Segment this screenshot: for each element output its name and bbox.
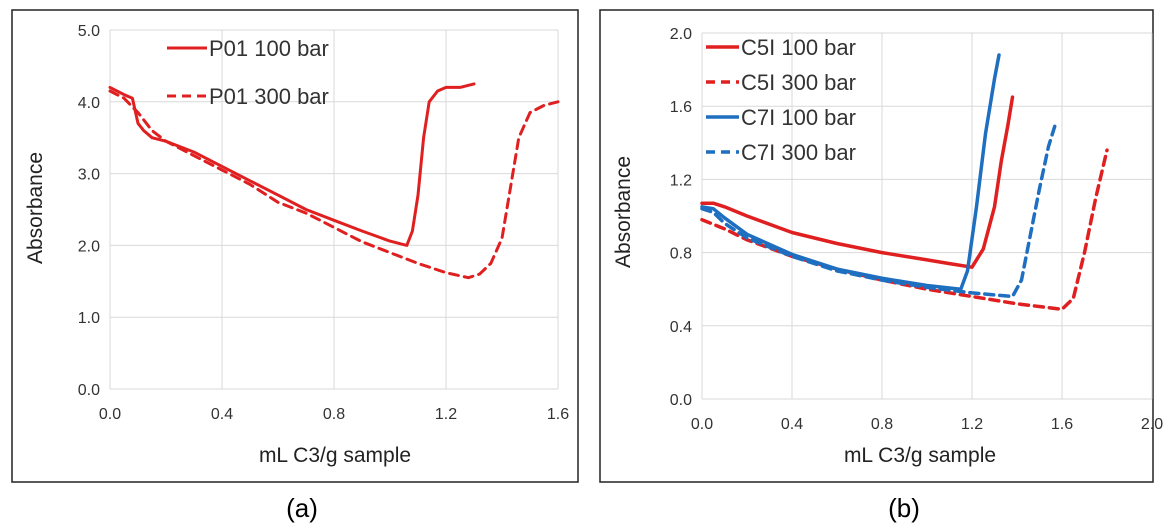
y-tick-label: 3.0 bbox=[78, 167, 100, 184]
panel-b-caption: (b) bbox=[888, 493, 920, 523]
series-line-c7i-100-bar bbox=[700, 53, 1001, 291]
panel-b-legend: C5I 100 bar C5I 300 bar C7I 100 bar C7I 300… bbox=[706, 35, 856, 165]
panel-a-series bbox=[108, 82, 560, 280]
panel-a-legend: P01 100 bar P01 300 bar bbox=[167, 36, 329, 109]
panel-b-series bbox=[700, 53, 1109, 312]
y-tick-label: 0.8 bbox=[670, 246, 692, 263]
legend-label: P01 100 bar bbox=[209, 36, 329, 61]
y-tick-label: 0.0 bbox=[670, 392, 692, 409]
y-tick-label: 4.0 bbox=[78, 95, 100, 112]
x-tick-label: 0.0 bbox=[691, 416, 713, 433]
panel-a-x-axis-label: mL C3/g sample bbox=[259, 444, 411, 467]
x-tick-label: 1.2 bbox=[435, 406, 457, 423]
series-line-p01-100-bar bbox=[108, 82, 476, 247]
panel-a-frame bbox=[11, 9, 579, 483]
x-tick-label: 0.4 bbox=[211, 406, 233, 423]
y-tick-label: 2.0 bbox=[78, 238, 100, 255]
x-tick-label: 1.6 bbox=[547, 406, 569, 423]
x-tick-label: 0.8 bbox=[323, 406, 345, 423]
panel-a-grid bbox=[109, 29, 559, 390]
y-tick-label: 5.0 bbox=[78, 23, 100, 40]
panel-b-y-axis-label: Absorbance bbox=[612, 156, 635, 268]
y-tick-label: 0.0 bbox=[78, 382, 100, 399]
panel-a-caption: (a) bbox=[286, 493, 318, 523]
series-line-p01-300-bar bbox=[108, 89, 560, 280]
legend-label: C5I 300 bar bbox=[741, 70, 856, 95]
x-tick-label: 0.8 bbox=[871, 416, 893, 433]
legend-label: P01 300 bar bbox=[209, 84, 329, 109]
x-tick-label: 1.6 bbox=[1051, 416, 1073, 433]
panel-b-x-axis-label: mL C3/g sample bbox=[844, 444, 996, 467]
chart-panel-a: 0.0 1.0 2.0 3.0 4.0 5.0 0.0 0.4 0.8 1.2 1.6 P01 10… bbox=[11, 9, 579, 523]
legend-label: C5I 100 bar bbox=[741, 35, 856, 60]
x-tick-label: 0.4 bbox=[781, 416, 803, 433]
y-tick-label: 1.2 bbox=[670, 172, 692, 189]
panel-a-ticks: 0.0 1.0 2.0 3.0 4.0 5.0 0.0 0.4 0.8 1.2 1.6 bbox=[78, 23, 569, 423]
legend-label: C7I 100 bar bbox=[741, 105, 856, 130]
chart-panel-b: 0.0 0.4 0.8 1.2 1.6 2.0 0.0 0.4 0.8 1.2 1.6 2.0 C5I… bbox=[599, 9, 1163, 523]
panel-b-ticks: 0.0 0.4 0.8 1.2 1.6 2.0 0.0 0.4 0.8 1.2 1.6 2.0 bbox=[670, 26, 1163, 433]
series-line-c5i-100-bar bbox=[700, 95, 1015, 269]
panel-b-frame bbox=[599, 9, 1154, 483]
y-tick-label: 0.4 bbox=[670, 319, 692, 336]
y-tick-label: 1.6 bbox=[670, 99, 692, 116]
series-line-c7i-300-bar bbox=[700, 122, 1058, 299]
y-tick-label: 2.0 bbox=[670, 26, 692, 43]
legend-label: C7I 300 bar bbox=[741, 140, 856, 165]
x-tick-label: 1.2 bbox=[961, 416, 983, 433]
panel-a-y-axis-label: Absorbance bbox=[24, 152, 47, 264]
y-tick-label: 1.0 bbox=[78, 310, 100, 327]
x-tick-label: 2.0 bbox=[1141, 416, 1163, 433]
series-line-c5i-300-bar bbox=[700, 148, 1109, 312]
x-tick-label: 0.0 bbox=[99, 406, 121, 423]
